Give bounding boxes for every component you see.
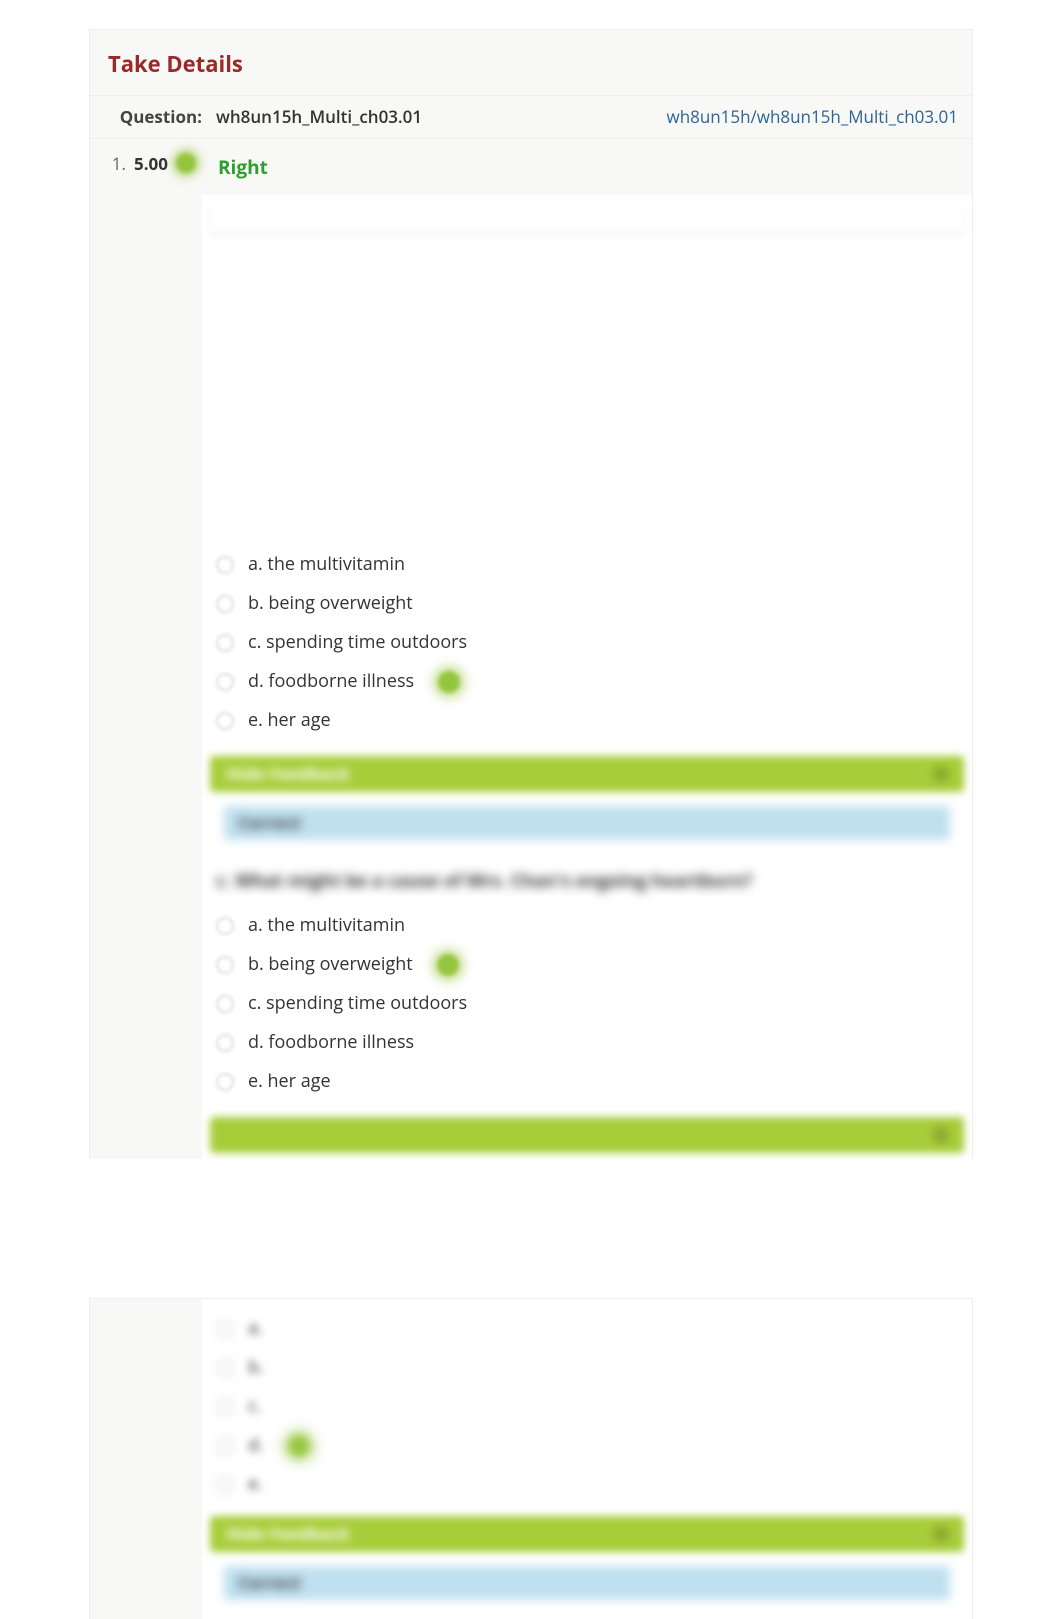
feedback-bar-label: Hide Feedback	[226, 1521, 350, 1547]
blurred-section-bar	[210, 207, 964, 233]
choice-text: a. the multivitamin	[248, 912, 405, 939]
result-text: Right	[218, 154, 268, 180]
question-link-cell: wh8un15h/wh8un15h_Multi_ch03.01	[653, 96, 972, 138]
choice-text: b. being overweight	[248, 590, 413, 617]
choice-text: e. her age	[248, 707, 331, 734]
radio-icon[interactable]	[216, 917, 234, 935]
score-column: 1. 5.00	[90, 139, 202, 1160]
feedback-content-3: Correct	[224, 1566, 950, 1600]
choice-row[interactable]: b.	[210, 1348, 964, 1387]
choice-text: e. her age	[248, 1068, 331, 1095]
radio-icon[interactable]	[216, 956, 234, 974]
score-column-lower	[90, 1299, 202, 1619]
radio-icon[interactable]	[216, 1398, 234, 1416]
choice-text: c. spending time outdoors	[248, 629, 467, 656]
question-label: Question:	[90, 96, 202, 138]
choice-list-2: a. the multivitamin b. being overweight c.…	[202, 902, 972, 1109]
body-row: 1. 5.00 Right a. the multivitamin b. bein…	[90, 139, 972, 1160]
main-column-lower: a. b. c. d. e. Hide Feedback Correct	[202, 1299, 972, 1619]
choice-row[interactable]: e. her age	[210, 1062, 964, 1101]
choice-text: b. being overweight	[248, 951, 413, 978]
question-row: Question: wh8un15h_Multi_ch03.01 wh8un15…	[90, 96, 972, 139]
radio-icon[interactable]	[216, 995, 234, 1013]
feedback-content-1: Correct	[224, 806, 950, 840]
choice-row[interactable]: a.	[210, 1309, 964, 1348]
sub-question-blur: c. What might be a cause of Mrs. Chan's …	[210, 868, 964, 894]
close-icon[interactable]	[932, 1525, 950, 1543]
lower-panel: a. b. c. d. e. Hide Feedback Correct	[90, 1299, 972, 1619]
question-name: wh8un15h_Multi_ch03.01	[202, 96, 653, 138]
radio-icon[interactable]	[216, 634, 234, 652]
feedback-bar-2-partial[interactable]	[210, 1117, 964, 1153]
choice-row[interactable]: a. the multivitamin	[210, 545, 964, 584]
radio-icon[interactable]	[216, 556, 234, 574]
radio-icon[interactable]	[216, 673, 234, 691]
choice-text: e.	[248, 1471, 263, 1498]
score-value: 5.00	[134, 151, 168, 177]
question-link[interactable]: wh8un15h/wh8un15h_Multi_ch03.01	[667, 105, 958, 128]
page-root: Take Details Question: wh8un15h_Multi_ch…	[0, 0, 1062, 1619]
radio-icon[interactable]	[216, 1359, 234, 1377]
choice-row[interactable]: c.	[210, 1387, 964, 1426]
radio-icon[interactable]	[216, 712, 234, 730]
result-banner: Right	[202, 139, 972, 196]
choice-row[interactable]: c. spending time outdoors	[210, 623, 964, 662]
correct-dot-icon	[176, 153, 196, 173]
choice-row[interactable]: a. the multivitamin	[210, 906, 964, 945]
choice-text: a. the multivitamin	[248, 551, 405, 578]
choice-row[interactable]: c. spending time outdoors	[210, 984, 964, 1023]
choice-row[interactable]: e. her age	[210, 701, 964, 740]
page-title: Take Details	[108, 48, 954, 81]
feedback-bar-3[interactable]: Hide Feedback	[210, 1516, 964, 1552]
feedback-bar-label: Hide Feedback	[226, 761, 350, 787]
radio-icon[interactable]	[216, 1034, 234, 1052]
choice-row[interactable]: d. foodborne illness	[210, 1023, 964, 1062]
choice-row[interactable]: e.	[210, 1465, 964, 1504]
close-icon[interactable]	[932, 1126, 950, 1144]
feedback-text: Correct	[238, 1570, 301, 1596]
choice-text: a.	[248, 1315, 263, 1342]
choice-text: d. foodborne illness	[248, 668, 414, 695]
page-gap	[0, 1159, 1062, 1299]
radio-icon[interactable]	[216, 1073, 234, 1091]
score-index: 1.	[112, 151, 126, 177]
radio-icon[interactable]	[216, 1437, 234, 1455]
feedback-bar-1[interactable]: Hide Feedback	[210, 756, 964, 792]
radio-icon[interactable]	[216, 1476, 234, 1494]
choice-text: b.	[248, 1354, 264, 1381]
score-line: 1. 5.00	[112, 151, 196, 177]
choice-text: d. foodborne illness	[248, 1029, 414, 1056]
radio-icon[interactable]	[216, 1320, 234, 1338]
choice-row[interactable]: d.	[210, 1426, 964, 1465]
correct-dot-icon	[437, 954, 459, 976]
choice-text: d.	[248, 1432, 264, 1459]
blurred-stem-area	[210, 243, 964, 523]
correct-dot-icon	[288, 1435, 310, 1457]
take-details-panel: Take Details Question: wh8un15h_Multi_ch…	[90, 30, 972, 1159]
panel-header: Take Details	[90, 30, 972, 96]
choice-list-3: a. b. c. d. e.	[202, 1299, 972, 1508]
correct-dot-icon	[438, 671, 460, 693]
choice-row[interactable]: b. being overweight	[210, 945, 964, 984]
choice-row[interactable]: d. foodborne illness	[210, 662, 964, 701]
radio-icon[interactable]	[216, 595, 234, 613]
choice-text: c. spending time outdoors	[248, 990, 467, 1017]
choice-text: c.	[248, 1393, 261, 1420]
close-icon[interactable]	[932, 765, 950, 783]
choice-list-1: a. the multivitamin b. being overweight c.…	[202, 541, 972, 748]
main-column: Right a. the multivitamin b. being overwe…	[202, 139, 972, 1160]
choice-row[interactable]: b. being overweight	[210, 584, 964, 623]
feedback-text: Correct	[238, 810, 301, 836]
